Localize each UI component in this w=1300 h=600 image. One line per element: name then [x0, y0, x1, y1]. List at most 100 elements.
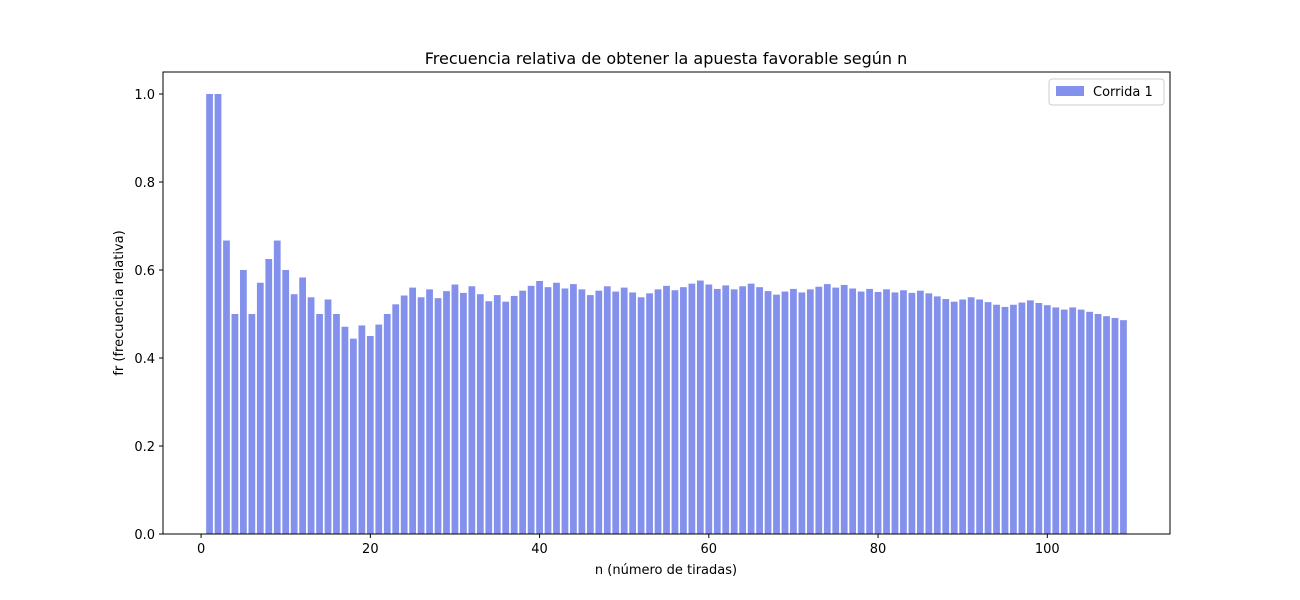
bar [451, 284, 459, 534]
bar [426, 289, 433, 534]
bar [544, 287, 552, 534]
bar [976, 299, 983, 534]
legend-box [1048, 78, 1165, 106]
bar [900, 290, 907, 534]
bar [1026, 300, 1034, 534]
bar [857, 291, 865, 534]
x-axis: 0 20 40 60 80 100 [197, 534, 1060, 557]
bar [806, 289, 814, 534]
bar [646, 293, 653, 534]
bar [612, 291, 620, 534]
bar [341, 326, 349, 534]
bar [256, 282, 264, 534]
bar [883, 289, 890, 534]
bar [400, 295, 408, 534]
bar [984, 302, 992, 534]
bar [1094, 314, 1102, 534]
x-tick-label: 80 [870, 542, 887, 557]
bar [375, 324, 383, 534]
bar [519, 290, 527, 534]
y-axis-label: fr (frecuencia relativa) [112, 230, 127, 375]
bar [866, 288, 873, 534]
bar [485, 301, 493, 534]
x-tick-label: 40 [531, 542, 548, 557]
bar [366, 336, 374, 534]
bar [223, 240, 230, 534]
bar [510, 295, 518, 534]
bar [570, 284, 577, 534]
bar [206, 94, 213, 534]
bar [333, 314, 340, 534]
bar [671, 290, 679, 534]
bar [713, 288, 721, 534]
bar [874, 292, 882, 534]
bar [705, 284, 713, 534]
bar [476, 294, 484, 534]
bar [417, 297, 425, 534]
bar [214, 94, 222, 534]
bar [265, 259, 273, 534]
bar [324, 299, 332, 534]
y-tick-label: 0.0 [134, 528, 155, 543]
x-tick-label: 20 [362, 542, 379, 557]
bar [1086, 311, 1093, 534]
bars-group [206, 94, 1127, 534]
bar [231, 314, 239, 534]
bar [350, 338, 357, 534]
bar [696, 280, 704, 534]
bar [781, 291, 789, 534]
bar [730, 289, 738, 534]
plot-frame [162, 71, 1171, 535]
bar [240, 270, 247, 534]
bar [840, 284, 848, 534]
bar [434, 298, 442, 534]
bar [1010, 304, 1017, 534]
bar [680, 287, 687, 534]
bar [798, 292, 806, 534]
bar [654, 289, 662, 534]
bar [1069, 307, 1077, 534]
bar [1111, 317, 1119, 534]
bar [443, 291, 450, 534]
y-tick-label: 0.8 [134, 176, 155, 191]
bar [299, 277, 307, 534]
bar [1120, 320, 1127, 534]
bar [468, 286, 476, 534]
bar [942, 299, 950, 534]
bar [747, 283, 755, 534]
bar [908, 292, 916, 534]
legend-label: Corrida 1 [1093, 85, 1153, 100]
bar [1018, 302, 1026, 534]
bar [273, 240, 281, 534]
bar [358, 325, 366, 534]
bar [383, 314, 391, 534]
bar [578, 289, 586, 534]
bar [1035, 303, 1043, 534]
bar [993, 304, 1000, 534]
x-axis-label: n (número de tiradas) [595, 563, 737, 578]
y-tick-label: 0.2 [134, 440, 155, 455]
bar [823, 284, 831, 534]
bar [586, 295, 594, 534]
bar [603, 286, 611, 534]
bar [790, 288, 797, 534]
legend: Corrida 1 [1048, 78, 1165, 106]
bar [1103, 316, 1110, 534]
bar [764, 291, 772, 534]
bar [290, 294, 298, 534]
bar [561, 288, 569, 534]
bar [316, 314, 323, 534]
bar [553, 282, 560, 534]
bar [773, 294, 780, 534]
x-tick-label: 100 [1035, 542, 1060, 557]
x-tick-label: 0 [197, 542, 205, 557]
bar [502, 301, 510, 534]
chart-title: Frecuencia relativa de obtener la apuest… [425, 49, 908, 68]
bar [248, 314, 256, 534]
y-tick-label: 1.0 [134, 88, 155, 103]
bar [527, 285, 535, 534]
bar [1043, 305, 1051, 534]
bar [392, 304, 400, 534]
y-tick-label: 0.6 [134, 264, 155, 279]
